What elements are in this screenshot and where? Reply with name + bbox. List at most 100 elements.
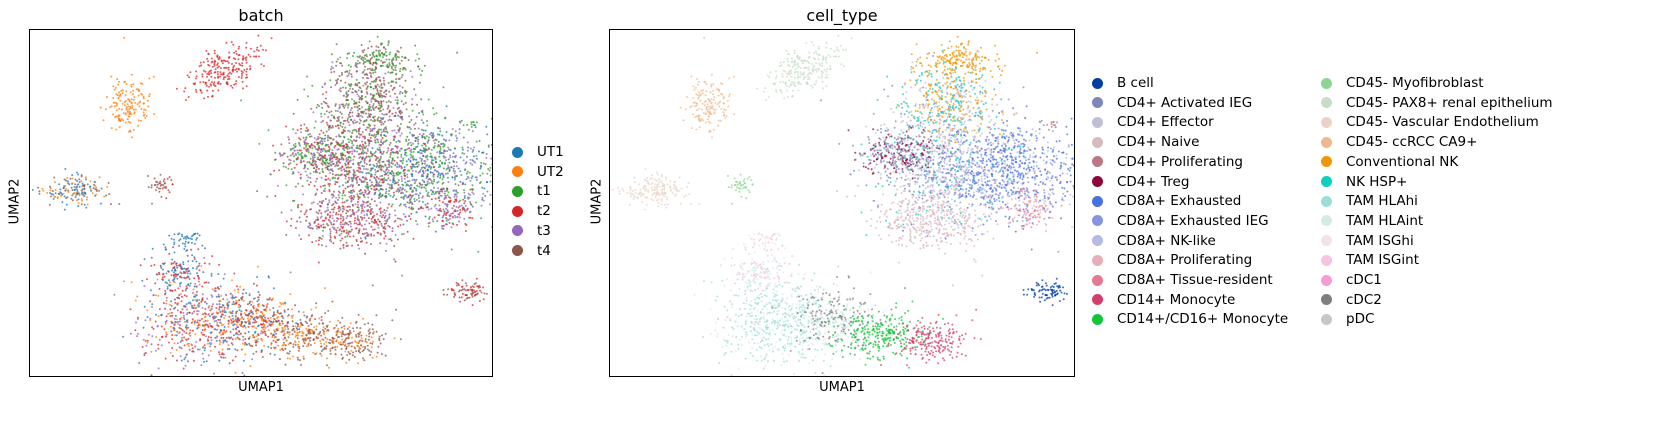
scatter-point <box>475 176 478 179</box>
scatter-point <box>302 311 305 314</box>
scatter-point <box>449 197 452 199</box>
scatter-point <box>285 324 288 327</box>
scatter-point <box>185 324 188 327</box>
scatter-point <box>130 281 133 284</box>
scatter-point <box>295 327 298 330</box>
scatter-point <box>280 211 283 214</box>
scatter-point <box>430 198 433 201</box>
scatter-point <box>294 185 297 188</box>
scatter-point <box>279 155 282 157</box>
scatter-point <box>389 51 392 54</box>
scatter-point <box>368 332 371 335</box>
scatter-point <box>363 359 366 362</box>
scatter-point <box>227 325 230 328</box>
scatter-point <box>243 324 246 327</box>
scatter-point <box>313 167 316 170</box>
scatter-point <box>309 146 312 149</box>
scatter-point <box>385 101 388 104</box>
scatter-point <box>342 144 345 147</box>
scatter-point <box>322 328 324 331</box>
scatter-point <box>161 276 164 279</box>
scatter-point <box>220 322 222 325</box>
scatter-point <box>180 316 183 319</box>
scatter-point <box>168 252 171 255</box>
scatter-point <box>150 374 153 376</box>
scatter-point <box>348 155 351 158</box>
scatter-point <box>337 217 340 220</box>
scatter-point <box>218 308 220 311</box>
scatter-point <box>431 182 434 185</box>
scatter-point <box>319 352 322 355</box>
scatter-point <box>324 97 327 100</box>
scatter-point <box>264 309 267 312</box>
scatter-point <box>345 217 348 220</box>
scatter-point <box>284 328 287 331</box>
scatter-point <box>388 186 391 189</box>
scatter-point <box>393 258 396 261</box>
scatter-point <box>418 112 421 114</box>
scatter-point <box>346 199 349 202</box>
scatter-point <box>401 92 404 94</box>
scatter-point <box>372 61 375 64</box>
scatter-point <box>318 105 321 108</box>
scatter-point <box>337 327 340 330</box>
scatter-point <box>162 273 164 276</box>
scatter-point <box>147 333 150 336</box>
scatter-point <box>257 338 260 341</box>
scatter-point <box>464 183 467 186</box>
scatter-point <box>366 85 369 88</box>
scatter-point <box>391 157 394 160</box>
scatter-point <box>409 153 412 156</box>
scatter-point <box>489 174 492 177</box>
scatter-point <box>378 194 381 197</box>
scatter-point <box>310 107 313 110</box>
scatter-point <box>261 313 264 315</box>
scatter-point <box>179 310 182 313</box>
scatter-point <box>205 281 208 284</box>
scatter-point <box>484 163 487 166</box>
scatter-point <box>348 358 351 361</box>
scatter-point <box>330 110 333 113</box>
scatter-point <box>444 194 447 197</box>
scatter-point <box>369 179 371 182</box>
scatter-point <box>371 94 374 97</box>
scatter-point <box>198 262 201 265</box>
scatter-point <box>295 322 298 325</box>
scatter-point <box>365 145 368 148</box>
scatter-point <box>152 294 155 297</box>
scatter-point <box>379 119 382 122</box>
scatter-point <box>236 349 239 352</box>
scatter-point <box>246 68 249 71</box>
scatter-point <box>354 84 357 87</box>
scatter-point <box>54 189 57 191</box>
scatter-point <box>191 312 194 315</box>
scatter-point <box>238 333 241 336</box>
scatter-point <box>235 62 238 64</box>
scatter-point <box>461 152 464 155</box>
scatter-point <box>330 223 333 226</box>
scatter-point <box>342 192 345 195</box>
scatter-point <box>355 326 358 329</box>
scatter-point <box>348 52 351 55</box>
scatter-point <box>183 90 186 93</box>
scatter-point <box>372 109 375 111</box>
scatter-point <box>412 207 415 210</box>
scatter-point <box>315 328 318 331</box>
scatter-point <box>155 336 158 339</box>
scatter-point <box>369 106 372 108</box>
scatter-point <box>464 204 467 207</box>
scatter-point <box>183 330 186 333</box>
scatter-point <box>441 161 444 164</box>
scatter-point <box>128 110 131 113</box>
scatter-point <box>395 64 397 67</box>
scatter-point <box>430 155 433 158</box>
scatter-point <box>327 366 330 369</box>
scatter-point <box>448 139 451 142</box>
scatter-point <box>356 147 359 150</box>
scatter-point <box>364 95 367 98</box>
scatter-point <box>293 330 296 333</box>
scatter-point <box>255 344 257 347</box>
scatter-point <box>195 75 198 78</box>
scatter-point <box>448 221 451 224</box>
scatter-point <box>267 317 270 320</box>
